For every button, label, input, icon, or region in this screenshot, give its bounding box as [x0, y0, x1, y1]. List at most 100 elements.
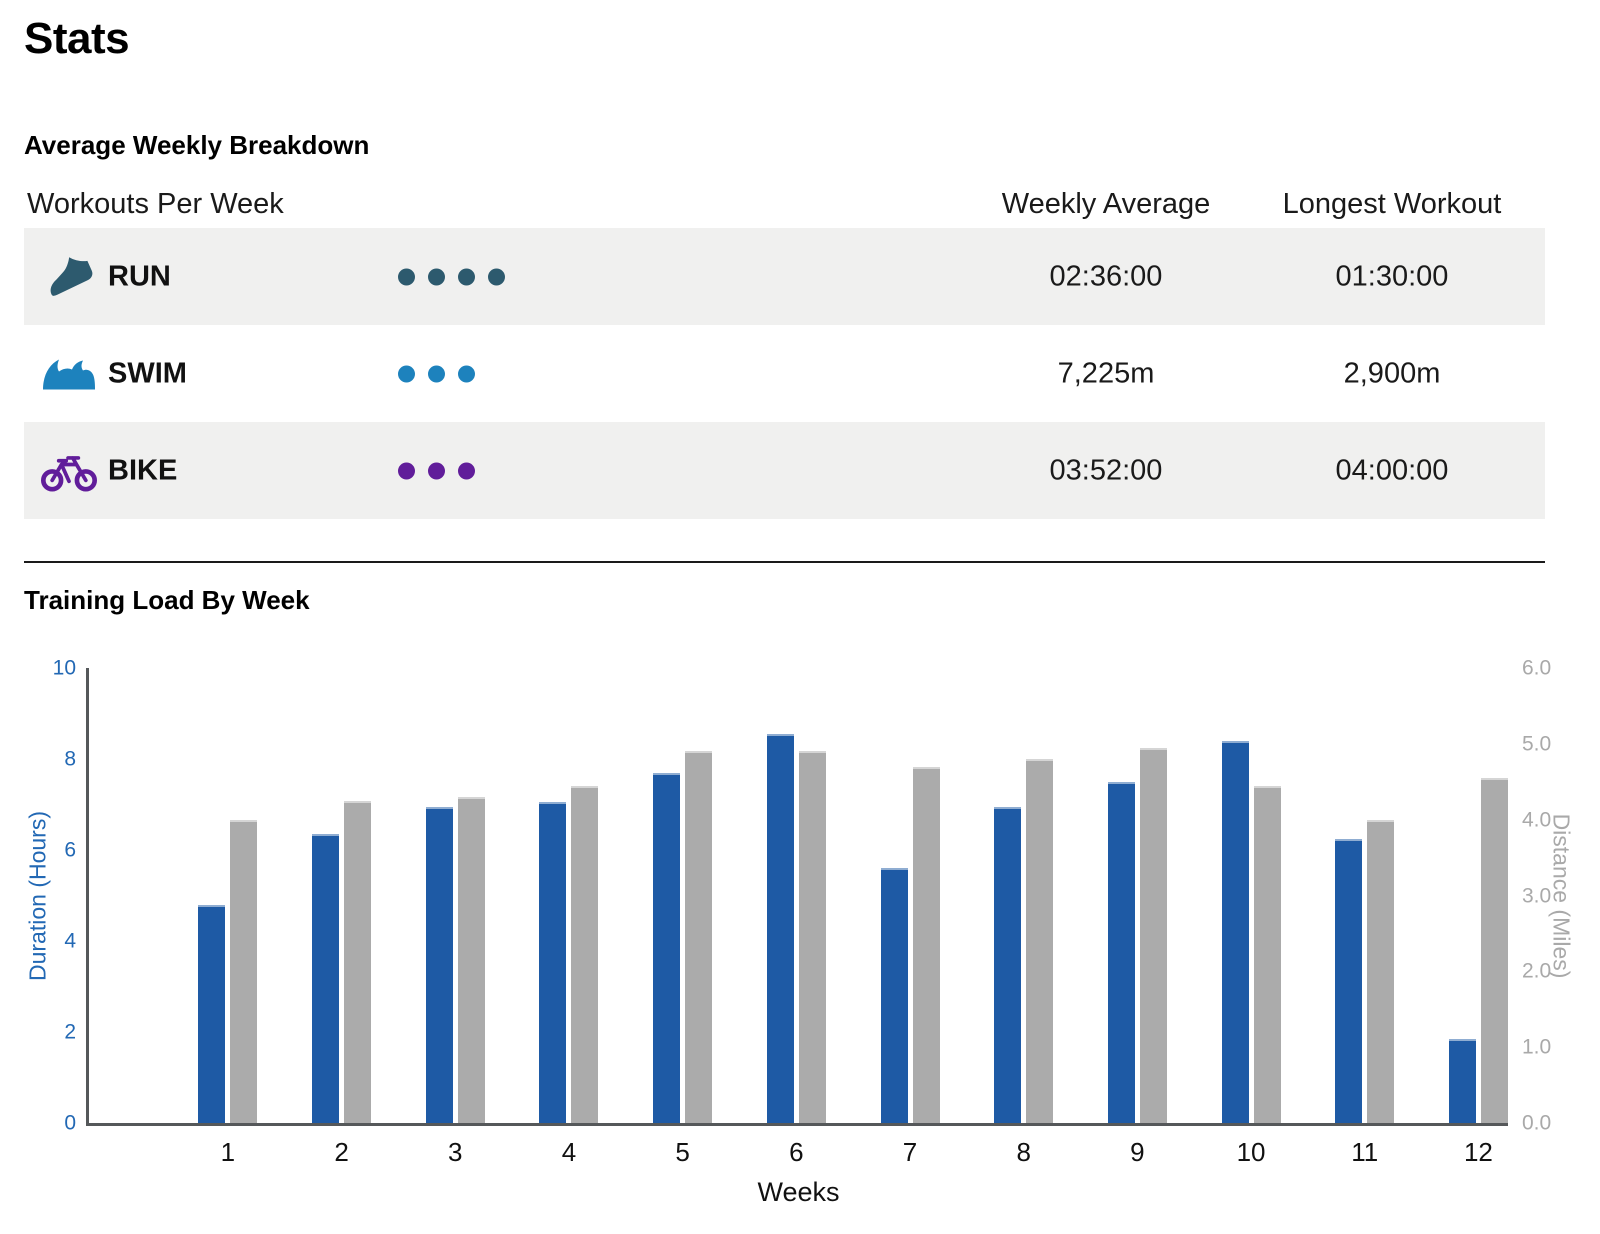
sport-label-run: RUN — [108, 260, 171, 292]
left-axis-tick: 10 — [52, 656, 76, 680]
x-tick-label: 12 — [1463, 1137, 1493, 1167]
training-load-chart: Duration (Hours) Distance (Miles) 0 2 4 6 8 1… — [25, 658, 1575, 1208]
breakdown-table-header: Workouts Per Week Weekly Average Longest… — [24, 188, 1545, 224]
distance-bar — [344, 800, 372, 1123]
right-axis-tick: 2.0 — [1522, 959, 1552, 983]
distance-bar — [685, 751, 713, 1123]
longest-workout-value: 01:30:00 — [1335, 260, 1449, 292]
section-divider — [24, 561, 1545, 563]
breakdown-row-swim: SWIM 7,225m 2,900m — [24, 325, 1545, 422]
right-axis-title: Distance (Miles) — [1548, 813, 1575, 978]
duration-bar — [1107, 781, 1135, 1123]
wave-icon — [40, 346, 98, 402]
x-tick-label: 4 — [561, 1137, 577, 1167]
column-header-weekly-average: Weekly Average — [1001, 188, 1211, 220]
workout-dot — [458, 365, 475, 382]
distance-bar — [912, 766, 940, 1123]
x-tick-label: 3 — [448, 1137, 463, 1167]
bar-group-week-5: 5 — [653, 668, 713, 1167]
breakdown-row-bike: BIKE 03:52:00 04:00:00 — [24, 422, 1545, 519]
distance-bar — [798, 751, 826, 1123]
right-axis-tick: 5.0 — [1522, 732, 1552, 756]
x-tick-label: 7 — [902, 1137, 918, 1167]
left-axis-tick: 2 — [64, 1020, 76, 1044]
distance-bar — [457, 796, 485, 1123]
distance-bar — [1480, 777, 1508, 1123]
workout-dot — [458, 462, 475, 479]
breakdown-section-title: Average Weekly Breakdown — [24, 130, 370, 160]
longest-workout-value: 04:00:00 — [1335, 454, 1449, 486]
duration-bar — [312, 834, 340, 1123]
column-header-workouts-per-week: Workouts Per Week — [27, 188, 284, 220]
right-axis-tick: 0.0 — [1522, 1111, 1552, 1135]
x-tick-label: 11 — [1351, 1137, 1379, 1167]
bar-group-week-11: 11 — [1335, 668, 1395, 1167]
bar-group-week-3: 3 — [425, 668, 485, 1167]
x-axis-title: Weeks — [757, 1177, 840, 1207]
chart-section-title: Training Load By Week — [24, 585, 310, 615]
duration-bar — [1448, 1038, 1476, 1123]
bar-group-week-12: 12 — [1448, 668, 1508, 1167]
bicycle-icon — [40, 443, 98, 499]
x-tick-label: 1 — [220, 1137, 236, 1167]
bar-group-week-1: 1 — [198, 668, 258, 1167]
left-axis-title: Duration (Hours) — [24, 810, 51, 981]
bar-group-week-9: 9 — [1107, 668, 1167, 1167]
breakdown-row-run: RUN 02:36:00 01:30:00 — [24, 228, 1545, 325]
bar-group-week-7: 7 — [880, 668, 940, 1167]
right-axis-tick: 6.0 — [1522, 656, 1552, 680]
page-title: Stats — [24, 14, 130, 63]
weekly-average-value: 7,225m — [1057, 357, 1155, 389]
duration-bar — [539, 802, 567, 1123]
sport-label-swim: SWIM — [108, 357, 187, 389]
x-tick-label: 8 — [1016, 1137, 1031, 1167]
x-tick-label: 6 — [789, 1137, 804, 1167]
workouts-per-week-dots — [398, 268, 505, 285]
x-tick-label: 9 — [1130, 1137, 1145, 1167]
duration-bar — [198, 904, 226, 1123]
distance-bar — [571, 785, 599, 1123]
bar-group-week-6: 6 — [766, 668, 826, 1167]
left-axis-tick: 4 — [64, 929, 76, 953]
duration-bar — [1335, 838, 1363, 1123]
duration-bar — [766, 733, 794, 1123]
workout-dot — [428, 268, 445, 285]
workout-dot — [428, 462, 445, 479]
bar-group-week-2: 2 — [312, 668, 372, 1167]
right-axis-tick: 3.0 — [1522, 884, 1552, 907]
sport-label-bike: BIKE — [108, 454, 178, 486]
column-header-longest-workout: Longest Workout — [1282, 188, 1502, 220]
weekly-average-value: 03:52:00 — [1049, 454, 1163, 486]
weekly-average-value: 02:36:00 — [1049, 260, 1163, 292]
left-axis-tick: 6 — [64, 838, 76, 862]
x-tick-label: 10 — [1236, 1137, 1266, 1167]
distance-bar — [1253, 785, 1281, 1123]
left-axis-tick: 8 — [64, 747, 76, 771]
duration-bar — [994, 806, 1022, 1123]
left-axis-tick: 0 — [64, 1111, 76, 1135]
duration-bar — [1221, 740, 1249, 1123]
right-axis-tick: 4.0 — [1522, 808, 1552, 832]
bar-group-week-10: 10 — [1221, 668, 1281, 1167]
running-shoe-icon — [40, 249, 98, 305]
right-axis-tick: 1.0 — [1522, 1035, 1552, 1059]
workout-dot — [488, 268, 505, 285]
workout-dot — [398, 365, 415, 382]
bar-group-week-8: 8 — [994, 668, 1054, 1167]
distance-bar — [1139, 747, 1167, 1123]
distance-bar — [1367, 819, 1395, 1123]
distance-bar — [230, 819, 258, 1123]
duration-bar — [425, 806, 453, 1123]
duration-bar — [653, 772, 681, 1123]
bar-group-week-4: 4 — [539, 668, 599, 1167]
distance-bar — [1026, 759, 1054, 1123]
x-tick-label: 5 — [675, 1137, 690, 1167]
workout-dot — [398, 462, 415, 479]
workout-dot — [398, 268, 415, 285]
x-tick-label: 2 — [334, 1137, 349, 1167]
workouts-per-week-dots — [398, 365, 475, 382]
workout-dot — [428, 365, 445, 382]
workouts-per-week-dots — [398, 462, 475, 479]
longest-workout-value: 2,900m — [1343, 357, 1441, 389]
